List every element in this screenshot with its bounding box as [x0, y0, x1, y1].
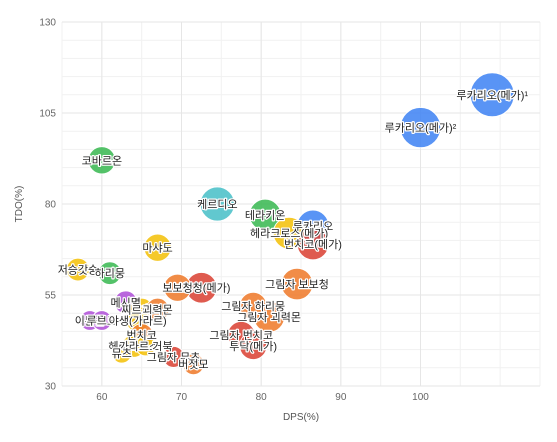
- bubble-point: [163, 273, 192, 302]
- bubble-point: [399, 106, 442, 149]
- x-axis-title: DPS(%): [283, 412, 319, 423]
- bubble-label: 메시멸: [111, 296, 141, 309]
- x-tick-label: 90: [335, 392, 347, 403]
- label-layer: 루카리오(메가)¹ 루카리오(메가)² 코바르온케르디오테라키온루카리오헤라크로스(…: [56, 88, 529, 373]
- bubble-point: [296, 227, 330, 261]
- bubble-label: 헤라크로스: [108, 340, 159, 353]
- y-tick-label: 130: [39, 18, 56, 29]
- bubble-point: [239, 291, 268, 321]
- bubble-point: [280, 267, 314, 301]
- bubble-label: 코바르온: [82, 154, 122, 167]
- bubble-label: 보보청: [162, 282, 192, 295]
- bubble-label: 투닥(메가): [229, 340, 277, 353]
- y-tick-label: 105: [39, 109, 56, 120]
- bubble-label: 하리뭉: [95, 266, 125, 280]
- bubble-label: 번치코(메가): [284, 238, 342, 251]
- bubble-point: [111, 342, 133, 364]
- bubble-point: [145, 297, 170, 322]
- bubble-label: 케르디오: [197, 198, 237, 211]
- bubble-label: 이븐곰: [75, 314, 105, 327]
- bubble-label: 괴력몬: [142, 304, 172, 317]
- bubble-label: 뮤츠: [112, 347, 132, 360]
- bubble-point: [143, 233, 172, 262]
- bubble-label: 번치코: [126, 329, 156, 342]
- bubble-point: [87, 146, 116, 175]
- bubble-label: 루카리오(메가)²: [385, 122, 457, 135]
- bubble-point: [182, 353, 205, 376]
- bubble-label: 보보청(메가): [172, 282, 230, 295]
- x-tick-label: 60: [96, 392, 108, 403]
- bubble-label: 루브도: [87, 314, 117, 327]
- bubble-label: 버젓모: [178, 358, 208, 371]
- x-tick-label: 80: [256, 392, 268, 403]
- bubble-label: 테라키온: [245, 209, 285, 222]
- bubble-label: 찌르호크: [121, 304, 161, 317]
- bubble-point: [469, 72, 515, 118]
- y-tick-label: 55: [45, 291, 57, 302]
- x-tick-label: 100: [412, 392, 429, 403]
- bubble-point: [199, 186, 236, 222]
- bubble-point: [135, 335, 157, 357]
- y-tick-label: 80: [45, 200, 57, 211]
- bubble-label: 헤라크로스(메가): [250, 227, 328, 240]
- bubble-label: 그림자 뮤츠: [147, 351, 201, 364]
- x-tick-label: 70: [176, 392, 188, 403]
- bubble-label: 루카리오: [293, 220, 333, 233]
- bubble-label: 그림자 괴력몬: [237, 311, 301, 324]
- bubble-label: 저승갓숭: [58, 264, 98, 277]
- bubble-label: 가라르 거북: [119, 340, 173, 353]
- bubble-label: 야생(가라르): [109, 314, 167, 327]
- axes-layer: TDO(%) DPS(%): [14, 186, 319, 423]
- bubble-layer: [65, 72, 515, 376]
- y-tick-label: 30: [45, 382, 57, 393]
- bubble-label: 루카리오(메가)¹: [456, 89, 528, 102]
- bubble-label: 그림자 보보청: [265, 278, 329, 291]
- bubble-point: [91, 310, 113, 331]
- bubble-point: [97, 261, 122, 286]
- bubble-label: 마샤도: [142, 242, 172, 255]
- y-axis-title: TDO(%): [14, 186, 25, 223]
- bubble-label: 그림자 하리뭉: [221, 299, 285, 313]
- bubble-point: [162, 345, 185, 368]
- bubble-label: 그림자 번치코: [209, 329, 273, 342]
- bubble-point: [239, 331, 268, 361]
- bubble-point: [65, 257, 90, 282]
- bubble-point: [248, 198, 282, 232]
